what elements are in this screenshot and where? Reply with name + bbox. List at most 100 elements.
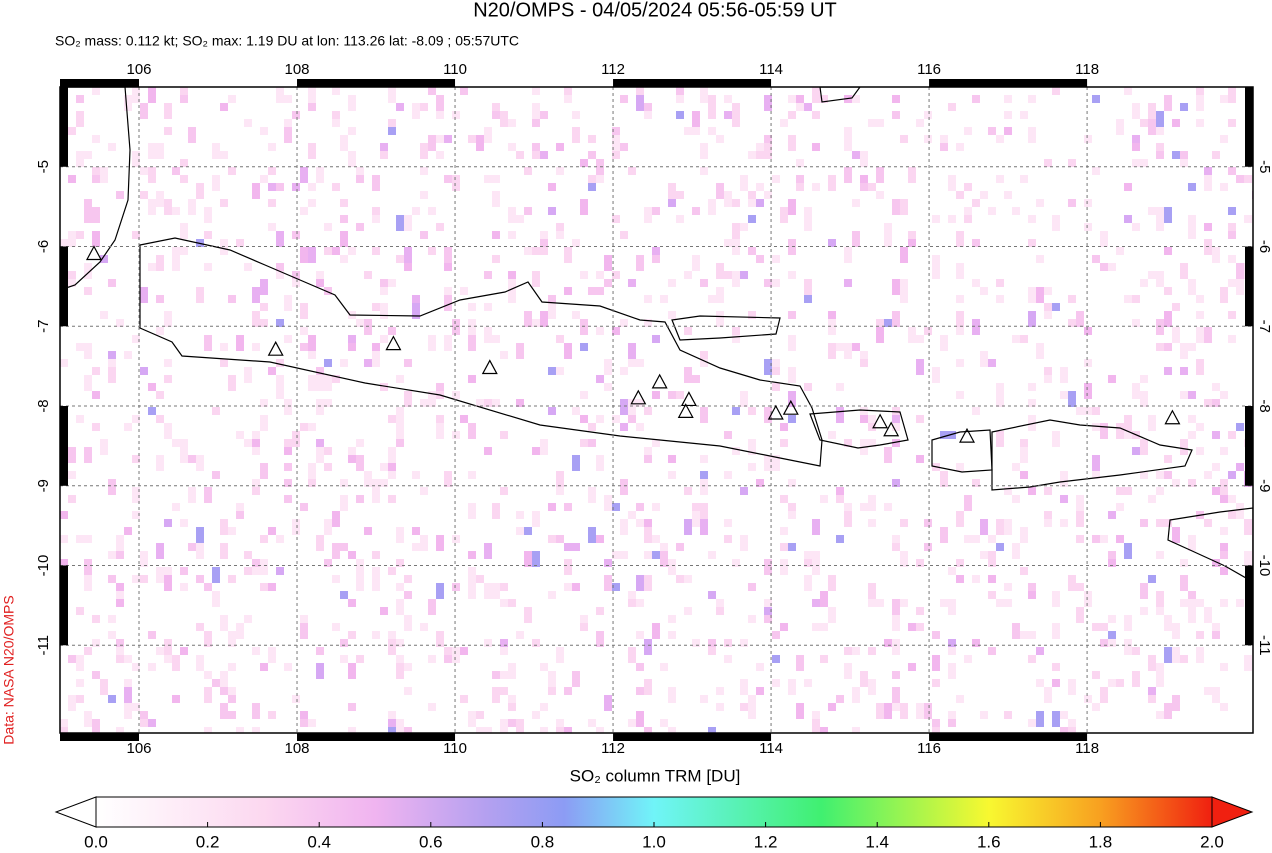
retrieval-pixel <box>444 247 452 263</box>
retrieval-pixel <box>892 599 900 615</box>
retrieval-pixel <box>196 183 204 199</box>
data-credit: Data: NASA N20/OMPS <box>1 595 17 744</box>
retrieval-pixel <box>460 415 468 423</box>
retrieval-pixel <box>180 647 188 655</box>
retrieval-pixel <box>796 735 804 743</box>
retrieval-pixel <box>556 535 564 543</box>
retrieval-pixel <box>1228 207 1236 215</box>
retrieval-pixel <box>900 247 908 263</box>
retrieval-pixel <box>532 511 540 519</box>
retrieval-pixel <box>732 279 740 287</box>
retrieval-pixel <box>1092 95 1100 103</box>
retrieval-pixel <box>1204 223 1212 231</box>
retrieval-pixel <box>268 711 276 719</box>
retrieval-pixel <box>868 183 876 191</box>
retrieval-pixel <box>1092 535 1100 543</box>
retrieval-pixel <box>732 447 740 455</box>
retrieval-pixel <box>724 471 732 479</box>
retrieval-pixel <box>684 575 692 583</box>
retrieval-pixel <box>452 391 460 399</box>
retrieval-pixel <box>1028 583 1036 591</box>
retrieval-pixel <box>1132 671 1140 687</box>
retrieval-pixel <box>252 311 260 327</box>
retrieval-pixel <box>348 631 356 639</box>
retrieval-pixel <box>900 199 908 215</box>
retrieval-pixel <box>1052 679 1060 687</box>
retrieval-pixel <box>828 343 836 359</box>
retrieval-pixel <box>404 391 412 407</box>
retrieval-pixel <box>692 375 700 383</box>
retrieval-pixel <box>1228 255 1236 263</box>
retrieval-pixel <box>156 327 164 335</box>
retrieval-pixel <box>1156 663 1164 679</box>
retrieval-pixel <box>748 615 756 623</box>
retrieval-pixel <box>716 135 724 143</box>
retrieval-pixel <box>908 327 916 343</box>
retrieval-pixel <box>532 639 540 647</box>
retrieval-pixel <box>484 447 492 455</box>
retrieval-pixel <box>1124 87 1132 95</box>
retrieval-pixel <box>612 583 620 591</box>
retrieval-pixel <box>252 343 260 351</box>
retrieval-pixel <box>292 231 300 239</box>
x-tick-label-bottom: 114 <box>759 740 783 757</box>
retrieval-pixel <box>1220 183 1228 191</box>
retrieval-pixel <box>1084 407 1092 415</box>
retrieval-pixel <box>1068 391 1076 407</box>
retrieval-pixel <box>396 375 404 383</box>
retrieval-pixel <box>1092 255 1100 263</box>
retrieval-pixel <box>996 391 1004 407</box>
retrieval-pixel <box>388 495 396 503</box>
retrieval-pixel <box>628 343 636 359</box>
retrieval-pixel <box>1220 567 1228 575</box>
retrieval-pixel <box>804 551 812 559</box>
retrieval-pixel <box>284 663 292 671</box>
retrieval-pixel <box>540 663 548 671</box>
retrieval-pixel <box>428 135 436 151</box>
retrieval-pixel <box>620 95 628 103</box>
retrieval-pixel <box>396 663 404 679</box>
retrieval-pixel <box>180 87 188 95</box>
retrieval-pixel <box>700 479 708 495</box>
retrieval-pixel <box>164 103 172 119</box>
x-tick-label-bottom: 110 <box>443 740 467 757</box>
retrieval-pixel <box>716 287 724 295</box>
y-tick-label-left: -8 <box>35 399 52 412</box>
retrieval-pixel <box>1004 127 1012 135</box>
retrieval-pixel <box>1028 719 1036 727</box>
retrieval-pixel <box>260 663 268 671</box>
retrieval-pixel <box>932 679 940 687</box>
retrieval-pixel <box>788 511 796 519</box>
retrieval-pixel <box>212 679 220 687</box>
retrieval-pixel <box>1100 687 1108 703</box>
retrieval-pixel <box>404 359 412 367</box>
retrieval-pixel <box>284 335 292 343</box>
retrieval-pixel <box>868 119 876 127</box>
retrieval-pixel <box>308 143 316 159</box>
retrieval-pixel <box>1188 431 1196 439</box>
retrieval-pixel <box>420 143 428 151</box>
retrieval-pixel <box>1092 423 1100 431</box>
retrieval-pixel <box>260 279 268 295</box>
retrieval-pixel <box>740 175 748 191</box>
retrieval-pixel <box>252 647 260 655</box>
retrieval-pixel <box>1228 279 1236 287</box>
retrieval-pixel <box>1116 487 1124 495</box>
y-tick-label-right: -9 <box>1256 479 1272 492</box>
retrieval-pixel <box>564 287 572 295</box>
retrieval-pixel <box>732 327 740 335</box>
retrieval-pixel <box>212 567 220 583</box>
retrieval-pixel <box>196 575 204 583</box>
retrieval-pixel <box>260 583 268 591</box>
retrieval-pixel <box>884 639 892 647</box>
retrieval-pixel <box>556 143 564 151</box>
retrieval-pixel <box>964 535 972 543</box>
retrieval-pixel <box>748 151 756 159</box>
retrieval-pixel <box>204 207 212 223</box>
retrieval-pixel <box>956 231 964 247</box>
retrieval-pixel <box>236 431 244 439</box>
retrieval-pixel <box>1100 231 1108 247</box>
retrieval-pixel <box>76 695 84 703</box>
retrieval-pixel <box>540 727 548 733</box>
retrieval-pixel <box>1212 247 1220 263</box>
